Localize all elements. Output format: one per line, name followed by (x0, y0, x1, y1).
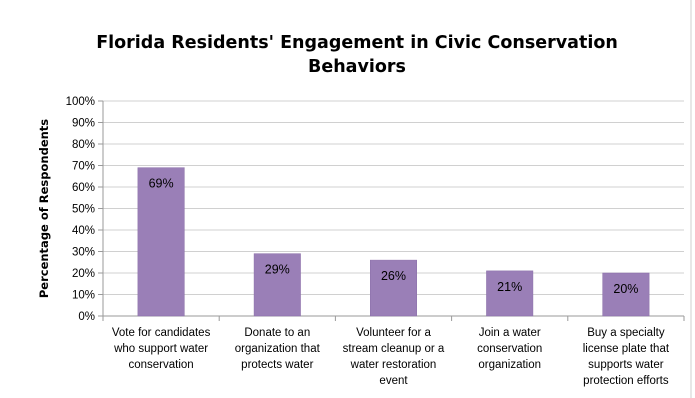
y-tick-label: 70% (72, 161, 95, 173)
x-category-label-line: supports water (588, 359, 664, 371)
y-axis-label: Percentage of Respondents (37, 119, 51, 298)
x-category-label-line: Donate to an (244, 327, 310, 339)
x-category-label-line: organization (478, 359, 541, 371)
x-category-label-line: water restoration (350, 359, 437, 371)
x-category-label-line: license plate that (583, 343, 670, 355)
x-category-label-line: stream cleanup or a (343, 343, 445, 355)
y-tick-label: 10% (72, 290, 95, 302)
x-category-label-line: organization that (235, 343, 321, 355)
y-tick-label: 100% (66, 96, 95, 108)
x-category-label-line: conservation (128, 359, 193, 371)
x-category-label-line: Vote for candidates (112, 327, 211, 339)
x-category-label: Buy a specialty license plate that support… (583, 327, 670, 387)
y-tick-label: 50% (72, 204, 95, 216)
x-category-label: Vote for candidates who support water cons… (112, 327, 211, 371)
y-tick-label: 40% (72, 225, 95, 237)
y-tick-label: 60% (72, 182, 95, 194)
x-category-label-line: protection efforts (583, 375, 669, 387)
y-tick-label: 20% (72, 268, 95, 280)
data-label: 21% (497, 280, 522, 294)
bar (486, 270, 534, 317)
x-category-label: Volunteer for a stream cleanup or a water … (343, 327, 445, 387)
x-category-label-line: protects water (241, 359, 313, 371)
x-category-label: Donate to an organization that protects wa… (235, 327, 321, 371)
bar (370, 259, 417, 317)
bar (253, 253, 301, 317)
chart-title-line-1: Florida Residents' Engagement in Civic C… (96, 33, 618, 53)
data-label: 26% (381, 269, 406, 283)
x-category-label-line: conservation (477, 343, 542, 355)
y-tick-label: 0% (78, 311, 95, 323)
data-label: 20% (613, 282, 638, 296)
y-tick-label: 90% (72, 118, 95, 130)
x-category-label: Join a water conservation organization (477, 327, 542, 371)
chart-title-line-2: Behaviors (308, 57, 406, 77)
y-tick-label: 30% (72, 247, 95, 259)
bar (602, 272, 650, 317)
bar (137, 167, 185, 317)
x-category-label-line: Buy a specialty (587, 327, 665, 339)
data-label: 29% (265, 263, 290, 277)
y-tick-label: 80% (72, 139, 95, 151)
x-category-label-line: event (379, 375, 408, 387)
data-label: 69% (149, 177, 174, 191)
x-category-label-line: who support water (113, 343, 208, 355)
x-category-label-line: Volunteer for a (356, 327, 431, 339)
x-category-label-line: Join a water (479, 327, 541, 339)
